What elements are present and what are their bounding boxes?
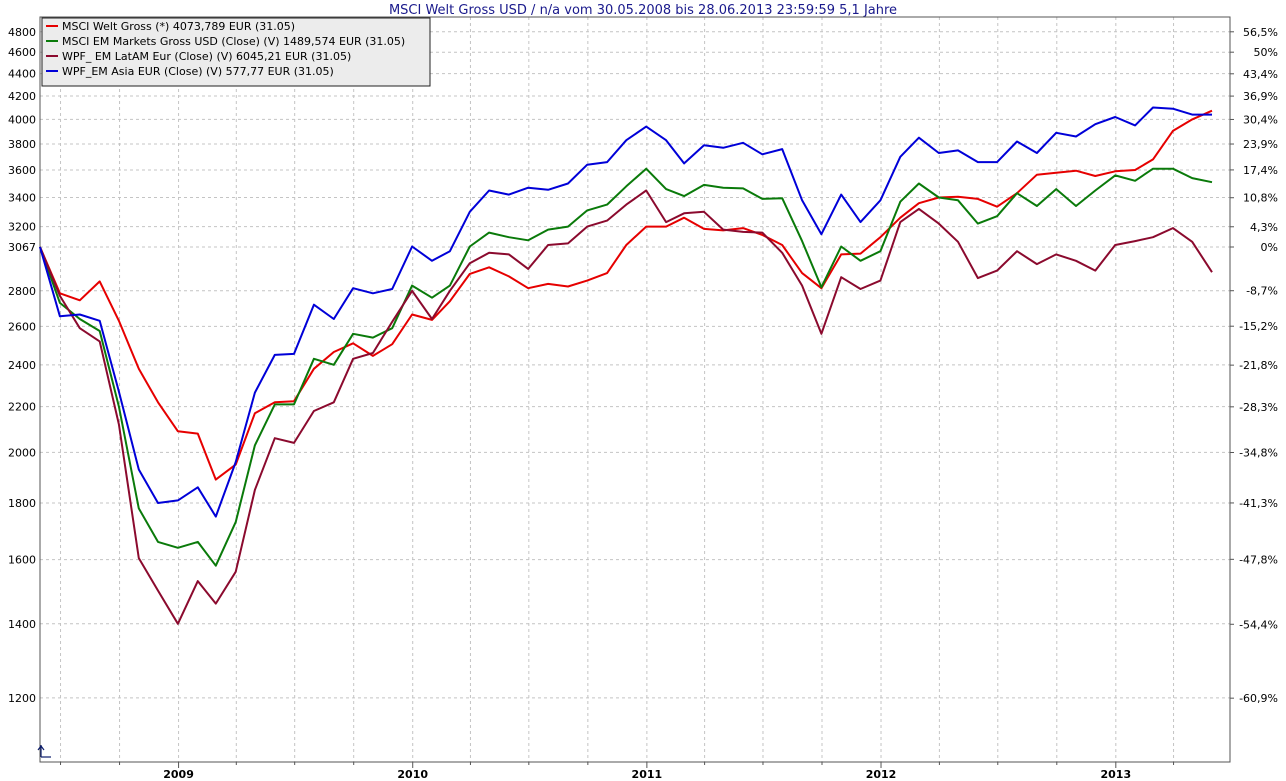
y-tick-label: 4600 — [8, 46, 36, 59]
x-tick-label: 2009 — [163, 768, 194, 781]
y2-tick-label: -8,7% — [1246, 285, 1278, 298]
y-tick-label: 2400 — [8, 359, 36, 372]
y2-tick-label: 36,9% — [1243, 90, 1278, 103]
y2-tick-label: 4,3% — [1250, 221, 1278, 234]
y2-tick-label: 23,9% — [1243, 138, 1278, 151]
legend-entry: WPF_EM Asia EUR (Close) (V) 577,77 EUR (… — [62, 65, 334, 78]
y-tick-label: 4000 — [8, 113, 36, 126]
y-tick-label: 3800 — [8, 138, 36, 151]
series-line-0 — [39, 109, 1213, 481]
legend-box — [41, 17, 431, 87]
y-tick-label: 2200 — [8, 401, 36, 414]
right-axis: 56,5% 50% 43,4% 36,9% 30,4% 23,9% 17,4% 10,8% 4,… — [1230, 26, 1278, 705]
x-tick-label: 2010 — [397, 768, 428, 781]
y-tick-label: 4800 — [8, 26, 36, 39]
plot-frame — [39, 16, 1231, 763]
y-tick-label: 4400 — [8, 68, 36, 81]
y2-tick-label: -47,8% — [1239, 553, 1278, 566]
y-tick-label: 2600 — [8, 320, 36, 333]
left-axis: 4800 4600 4400 4200 4000 3800 3600 3400 3200 3067… — [8, 26, 36, 705]
chart-title: MSCI Welt Gross USD / n/a vom 30.05.2008… — [389, 3, 897, 18]
legend-entry: MSCI EM Markets Gross USD (Close) (V) 14… — [62, 35, 405, 48]
x-axis: 2009 2010 2011 2012 2013 — [60, 762, 1175, 781]
y2-tick-label: -28,3% — [1239, 401, 1278, 414]
y-tick-label: 3200 — [8, 221, 36, 234]
y2-tick-label: 0% — [1261, 241, 1278, 254]
y2-tick-label: -34,8% — [1239, 446, 1278, 459]
y-tick-label: 3600 — [8, 164, 36, 177]
y2-tick-label: 56,5% — [1243, 26, 1278, 39]
x-tick-label: 2013 — [1100, 768, 1131, 781]
y-tick-label: 4200 — [8, 90, 36, 103]
grid — [40, 17, 1230, 762]
y-tick-label: 2800 — [8, 285, 36, 298]
legend-entry: MSCI Welt Gross (*) 4073,789 EUR (31.05) — [62, 20, 295, 33]
legend: MSCI Welt Gross (*) 4073,789 EUR (31.05)… — [41, 17, 431, 87]
x-tick-label: 2012 — [866, 768, 897, 781]
y-tick-label: 1200 — [8, 692, 36, 705]
y-axis-corner-mark — [37, 745, 51, 758]
y2-tick-label: -41,3% — [1239, 497, 1278, 510]
y2-tick-label: -21,8% — [1239, 359, 1278, 372]
series-line-2 — [39, 189, 1213, 625]
y-tick-label: 1400 — [8, 618, 36, 631]
series-line-3 — [39, 106, 1212, 518]
y2-tick-label: -54,4% — [1239, 618, 1278, 631]
y-tick-label: 1600 — [8, 554, 36, 567]
y2-tick-label: -15,2% — [1239, 320, 1278, 333]
y-tick-label: 3400 — [8, 191, 36, 204]
y2-tick-label: -60,9% — [1239, 692, 1278, 705]
y-tick-label: 2000 — [8, 446, 36, 459]
y2-tick-label: 17,4% — [1243, 164, 1278, 177]
y-tick-label: 3067 — [8, 241, 36, 254]
x-tick-label: 2011 — [632, 768, 663, 781]
series-line-1 — [39, 167, 1213, 567]
y-tick-label: 1800 — [8, 497, 36, 510]
y2-tick-label: 10,8% — [1243, 192, 1278, 205]
y2-tick-label: 30,4% — [1243, 113, 1278, 126]
legend-entry: WPF_ EM LatAM Eur (Close) (V) 6045,21 EU… — [62, 50, 351, 63]
y2-tick-label: 50% — [1254, 46, 1278, 59]
series-lines — [39, 106, 1213, 625]
y2-tick-label: 43,4% — [1243, 68, 1278, 81]
